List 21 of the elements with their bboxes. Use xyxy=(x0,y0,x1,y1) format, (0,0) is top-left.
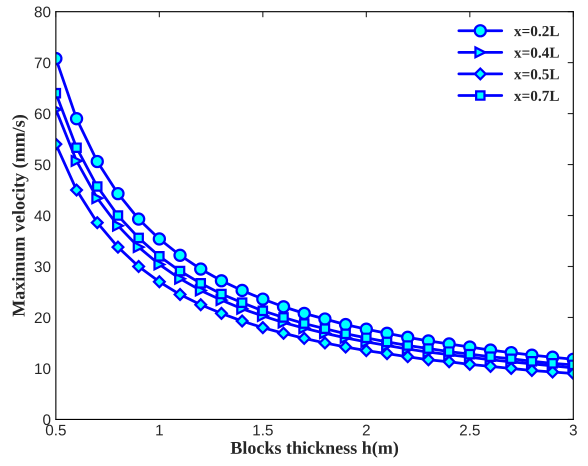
x-tick-label: 2 xyxy=(362,424,370,436)
x-tick-label: 2.5 xyxy=(460,424,480,436)
y-tick-label: 60 xyxy=(34,108,50,120)
legend-label: x=0.5L xyxy=(514,69,559,80)
y-tick-label: 40 xyxy=(34,210,50,222)
x-axis-title: Blocks thickness h(m) xyxy=(230,441,398,458)
y-tick-label: 30 xyxy=(34,261,50,272)
y-tick-label: 50 xyxy=(34,159,50,170)
legend-label: x=0.4L xyxy=(514,48,559,58)
y-axis-title: Maximum velocity (mm/s) xyxy=(12,115,28,316)
y-tick-label: 80 xyxy=(34,6,50,18)
legend-label: x=0.7L xyxy=(514,90,559,102)
y-tick-label: 70 xyxy=(34,57,50,68)
y-tick-label: 10 xyxy=(35,363,50,374)
y-tick-label: 20 xyxy=(34,312,50,324)
x-tick-label: 1.5 xyxy=(253,424,273,436)
x-tick-label: 0.5 xyxy=(46,424,66,436)
x-tick-label: 1 xyxy=(156,424,163,436)
legend-label: x=0.2L xyxy=(514,26,559,36)
x-tick-label: 3 xyxy=(570,424,577,436)
y-tick-label: 0 xyxy=(43,414,50,426)
